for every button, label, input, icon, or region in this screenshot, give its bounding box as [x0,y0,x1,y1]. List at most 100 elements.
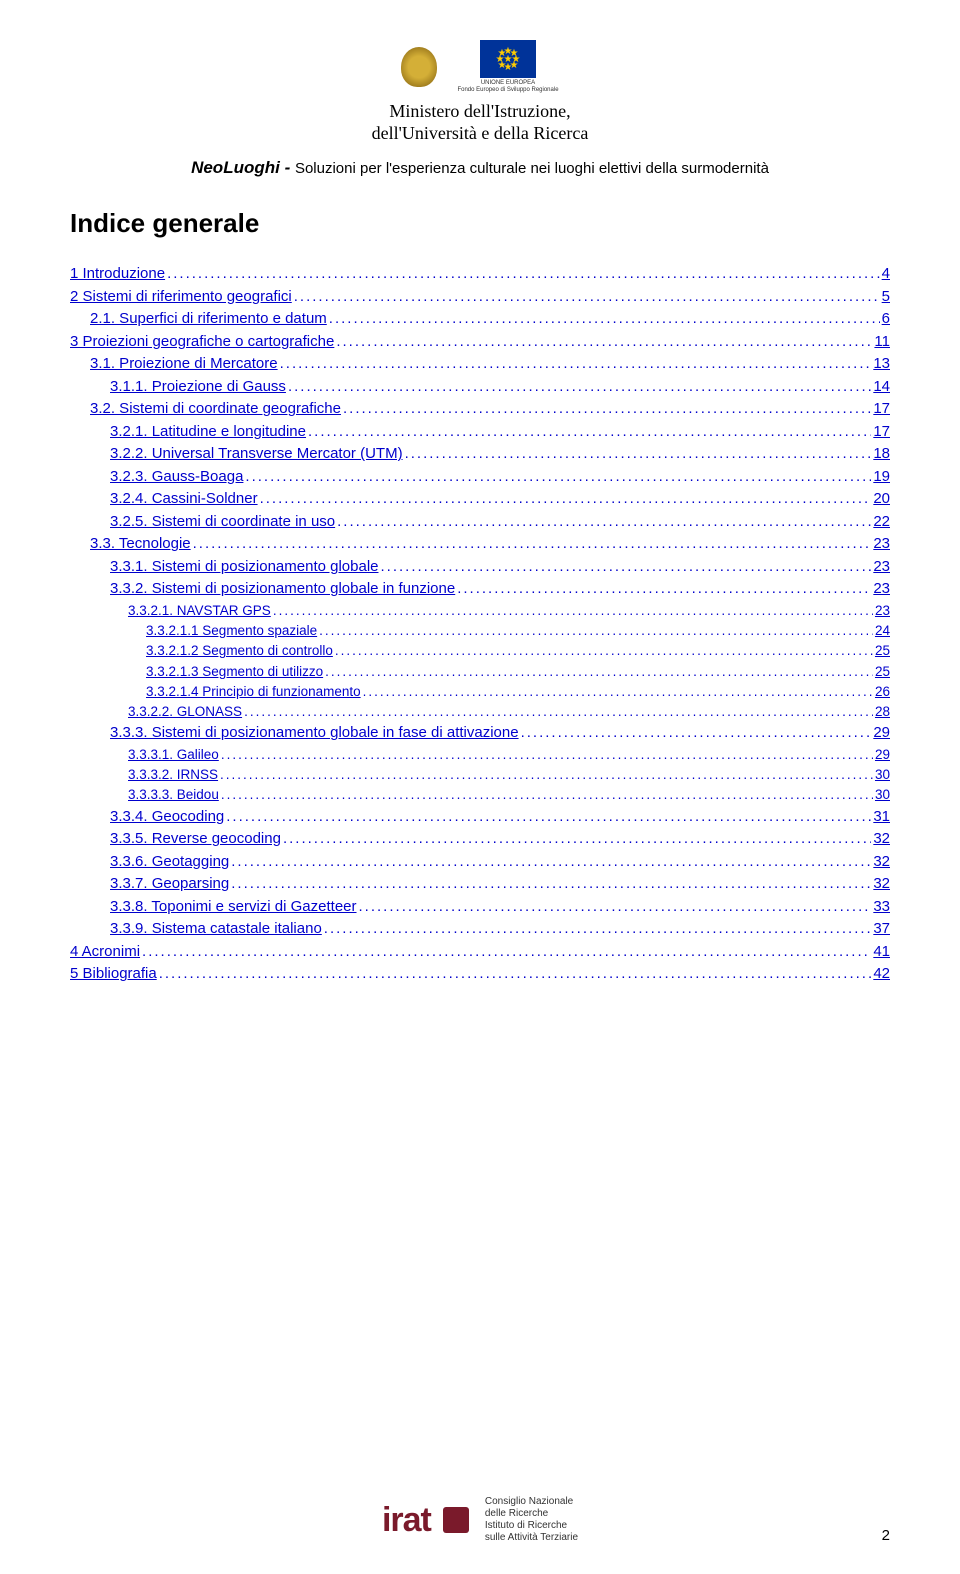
cnr-text: Consiglio Nazionale delle Ricerche Istit… [485,1496,578,1544]
toc-row: 2 Sistemi di riferimento geografici 5 [70,286,890,309]
toc-link[interactable]: 3.3.3.1. Galileo [128,745,219,765]
toc-link[interactable]: 3.2.1. Latitudine e longitudine [110,421,306,444]
toc-link[interactable]: 3.3.2.2. GLONASS [128,702,242,722]
toc-row: 3.3.7. Geoparsing 32 [70,873,890,896]
toc-page-link[interactable]: 20 [873,488,890,511]
toc-row: 3.3.5. Reverse geocoding 32 [70,828,890,851]
toc-link[interactable]: 3 Proiezioni geografiche o cartografiche [70,331,334,354]
toc-link[interactable]: 3.3.6. Geotagging [110,851,229,874]
toc-link[interactable]: 3.3.8. Toponimi e servizi di Gazetteer [110,896,357,919]
toc-page-link[interactable]: 25 [875,641,890,661]
toc-link[interactable]: 3.3.7. Geoparsing [110,873,229,896]
eu-flag-icon [480,40,536,78]
toc-dots [245,466,871,489]
toc-link[interactable]: 3.1.1. Proiezione di Gauss [110,376,286,399]
toc-link[interactable]: 3.3.2.1.4 Principio di funzionamento [146,682,361,702]
ministry-line1: Ministero dell'Istruzione, [389,101,570,121]
toc-dots [405,443,872,466]
toc-link[interactable]: 4 Acronimi [70,941,140,964]
eu-caption-1: UNIONE EUROPEA [481,80,535,86]
toc-row: 3.3.1. Sistemi di posizionamento globale… [70,556,890,579]
toc-page-link[interactable]: 42 [873,963,890,986]
toc-link[interactable]: 5 Bibliografia [70,963,157,986]
toc-dots [260,488,872,511]
toc-dots [381,556,872,579]
toc-page-link[interactable]: 32 [873,828,890,851]
toc-link[interactable]: 3.3.3.3. Beidou [128,785,219,805]
toc-dots [221,785,873,805]
toc-link[interactable]: 3.3.2.1.2 Segmento di controllo [146,641,333,661]
toc-page-link[interactable]: 5 [882,286,890,309]
toc-page-link[interactable]: 33 [873,896,890,919]
toc-page-link[interactable]: 37 [873,918,890,941]
toc-link[interactable]: 3.2.4. Cassini-Soldner [110,488,258,511]
toc-page-link[interactable]: 13 [873,353,890,376]
toc-link[interactable]: 2.1. Superfici di riferimento e datum [90,308,327,331]
toc-page-link[interactable]: 25 [875,662,890,682]
document-page: UNIONE EUROPEA Fondo Europeo di Sviluppo… [0,0,960,1574]
toc-link[interactable]: 3.2.3. Gauss-Boaga [110,466,243,489]
toc-link[interactable]: 3.3.4. Geocoding [110,806,224,829]
toc-page-link[interactable]: 18 [873,443,890,466]
toc-page-link[interactable]: 23 [873,578,890,601]
toc-page-link[interactable]: 22 [873,511,890,534]
toc-row: 3.3.2.1.4 Principio di funzionamento 26 [70,682,890,702]
toc-page-link[interactable]: 17 [873,398,890,421]
toc-row: 3.3.2.2. GLONASS 28 [70,702,890,722]
toc-link[interactable]: 3.2. Sistemi di coordinate geografiche [90,398,341,421]
toc-dots [167,263,880,286]
toc-link[interactable]: 3.3.1. Sistemi di posizionamento globale [110,556,379,579]
toc-dots [363,682,873,702]
toc-link[interactable]: 3.3.3. Sistemi di posizionamento globale… [110,722,519,745]
toc-link[interactable]: 3.3.3.2. IRNSS [128,765,218,785]
toc-page-link[interactable]: 28 [875,702,890,722]
toc-page-link[interactable]: 29 [873,722,890,745]
toc-row: 5 Bibliografia 42 [70,963,890,986]
toc-dots [335,641,873,661]
toc-link[interactable]: 3.3.2.1. NAVSTAR GPS [128,601,271,621]
toc-link[interactable]: 3.3.2.1.1 Segmento spaziale [146,621,317,641]
toc-page-link[interactable]: 23 [873,556,890,579]
toc-page-link[interactable]: 30 [875,785,890,805]
toc-row: 1 Introduzione 4 [70,263,890,286]
toc-page-link[interactable]: 23 [873,533,890,556]
eu-caption-2: Fondo Europeo di Sviluppo Regionale [457,87,558,93]
toc-dots [457,578,871,601]
toc-page-link[interactable]: 29 [875,745,890,765]
toc-link[interactable]: 3.3.2. Sistemi di posizionamento globale… [110,578,455,601]
toc-link[interactable]: 3.3.9. Sistema catastale italiano [110,918,322,941]
toc-dots [325,662,873,682]
toc-link[interactable]: 2 Sistemi di riferimento geografici [70,286,292,309]
toc-page-link[interactable]: 30 [875,765,890,785]
toc-page-link[interactable]: 31 [873,806,890,829]
toc-page-link[interactable]: 24 [875,621,890,641]
toc-row: 3.3. Tecnologie 23 [70,533,890,556]
toc-page-link[interactable]: 17 [873,421,890,444]
toc-page-link[interactable]: 23 [875,601,890,621]
toc-page-link[interactable]: 41 [873,941,890,964]
toc-row: 3.3.2. Sistemi di posizionamento globale… [70,578,890,601]
toc-page-link[interactable]: 14 [873,376,890,399]
toc-dots [142,941,871,964]
toc-link[interactable]: 3.3.5. Reverse geocoding [110,828,281,851]
footer-inner: irat Consiglio Nazionale delle Ricerche … [70,1496,890,1544]
toc-link[interactable]: 1 Introduzione [70,263,165,286]
toc-link[interactable]: 3.3.2.1.3 Segmento di utilizzo [146,662,323,682]
toc-page-link[interactable]: 6 [882,308,890,331]
toc-page-link[interactable]: 32 [873,851,890,874]
toc-link[interactable]: 3.2.2. Universal Transverse Mercator (UT… [110,443,403,466]
toc-page-link[interactable]: 26 [875,682,890,702]
cnr-line2: delle Ricerche [485,1508,548,1519]
toc-dots [220,765,873,785]
toc-row: 3.1.1. Proiezione di Gauss 14 [70,376,890,399]
toc-link[interactable]: 3.3. Tecnologie [90,533,191,556]
toc-page-link[interactable]: 19 [873,466,890,489]
toc-page-link[interactable]: 4 [882,263,890,286]
cnr-emblem-icon [443,1507,469,1533]
toc-page-link[interactable]: 32 [873,873,890,896]
toc-link[interactable]: 3.1. Proiezione di Mercatore [90,353,278,376]
ministry-text: Ministero dell'Istruzione, dell'Universi… [70,101,890,144]
toc-dots [283,828,871,851]
toc-link[interactable]: 3.2.5. Sistemi di coordinate in uso [110,511,335,534]
toc-page-link[interactable]: 11 [874,331,890,354]
